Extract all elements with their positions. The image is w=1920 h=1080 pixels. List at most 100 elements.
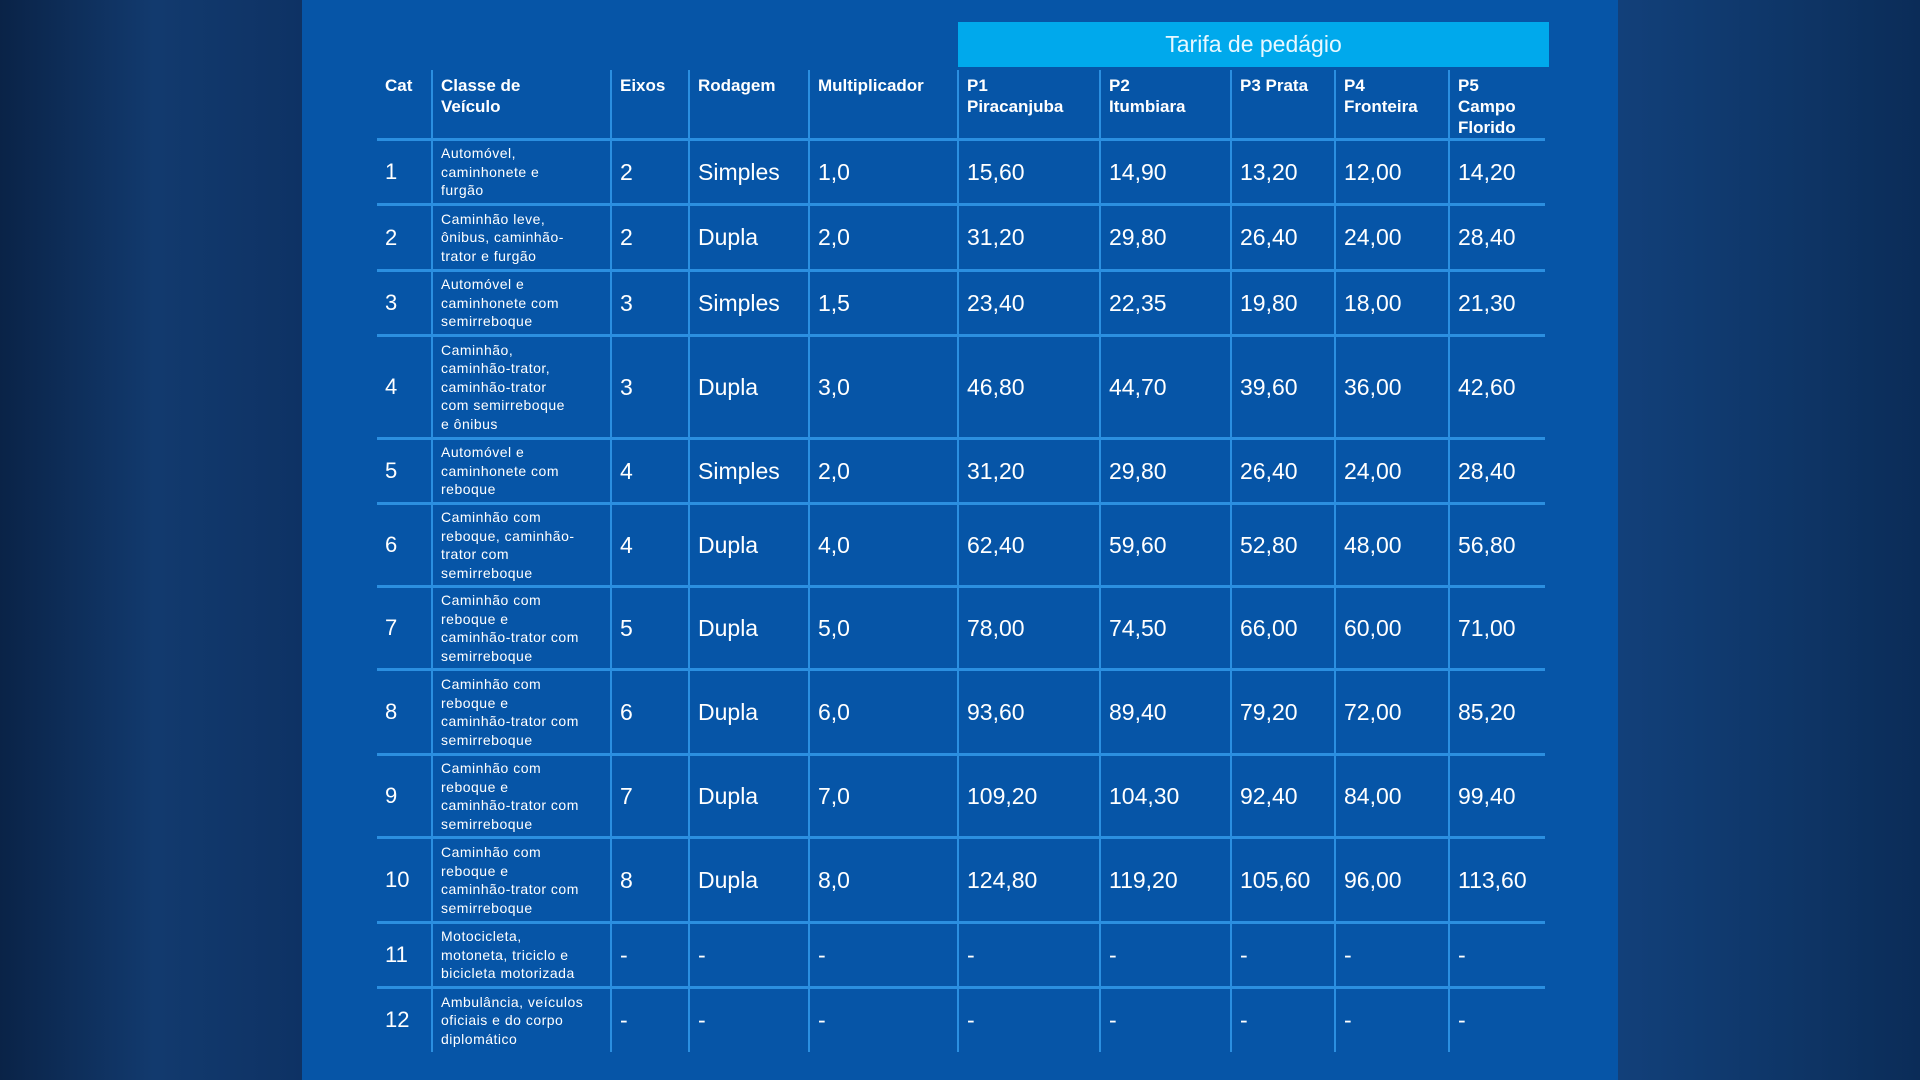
vehicle-class-text: reboque, caminhão- bbox=[441, 527, 575, 544]
vehicle-class-text: semirreboque bbox=[441, 815, 533, 832]
toll-p2-cell: - bbox=[1099, 986, 1231, 1052]
toll-p1-cell: 109,20 bbox=[957, 753, 1100, 838]
multiplier-cell: 6,0 bbox=[808, 668, 958, 755]
category-cell: 9 bbox=[377, 753, 432, 838]
vehicle-class-text: caminhão-trator com bbox=[441, 881, 579, 897]
table-row: 3 Automóvel e caminhonete com semirreboque 3… bbox=[377, 269, 1545, 336]
toll-p2-cell: 22,35 bbox=[1099, 269, 1231, 336]
column-header-text: Florido bbox=[1458, 118, 1516, 137]
toll-p1-cell: - bbox=[957, 921, 1100, 988]
column-header-text: Multiplicador bbox=[818, 76, 924, 95]
column-header: Eixos bbox=[610, 70, 689, 140]
multiplier-cell: 2,0 bbox=[808, 203, 958, 271]
axles-cell: 4 bbox=[610, 502, 689, 587]
vehicle-class-text: semirreboque bbox=[441, 647, 533, 664]
category-cell: 11 bbox=[377, 921, 432, 988]
column-header-text: Piracanjuba bbox=[967, 97, 1064, 116]
column-header-text: P4 bbox=[1344, 76, 1365, 95]
category-cell: 1 bbox=[377, 138, 432, 205]
axles-cell: 7 bbox=[610, 753, 689, 838]
wheel-type-cell: - bbox=[688, 986, 809, 1052]
column-header: P1 Piracanjuba bbox=[957, 70, 1100, 140]
vehicle-class-text: Motocicleta, bbox=[441, 928, 522, 945]
vehicle-class-text: Caminhão com bbox=[441, 760, 542, 776]
category-cell: 2 bbox=[377, 203, 432, 271]
toll-p2-cell: 104,30 bbox=[1099, 753, 1231, 838]
toll-p4-cell: 48,00 bbox=[1334, 502, 1449, 587]
table-row: 8 Caminhão com reboque e caminhão-trator co… bbox=[377, 668, 1545, 755]
multiplier-cell: 1,5 bbox=[808, 269, 958, 336]
vehicle-class-text: diplomático bbox=[441, 1030, 518, 1047]
multiplier-cell: 5,0 bbox=[808, 585, 958, 670]
column-header-text: P5 bbox=[1458, 76, 1479, 95]
column-header: P5 Campo Florido bbox=[1448, 70, 1545, 140]
wheel-type-cell: Simples bbox=[688, 269, 809, 336]
category-cell: 8 bbox=[377, 668, 432, 755]
vehicle-class-cell: Caminhão leve, ônibus, caminhão-trator e … bbox=[431, 203, 611, 271]
multiplier-cell: - bbox=[808, 986, 958, 1052]
toll-p4-cell: 60,00 bbox=[1334, 585, 1449, 670]
vehicle-class-text: e ônibus bbox=[441, 415, 498, 432]
toll-p3-cell: 13,20 bbox=[1230, 138, 1335, 205]
category-cell: 4 bbox=[377, 334, 432, 439]
vehicle-class-cell: Automóvel e caminhonete com reboque bbox=[431, 437, 611, 504]
vehicle-class-text: Ambulância, veículos bbox=[441, 993, 584, 1010]
toll-p4-cell: 72,00 bbox=[1334, 668, 1449, 755]
vehicle-class-text: semirreboque bbox=[441, 731, 533, 748]
table-row: 2 Caminhão leve, ônibus, caminhão-trator e… bbox=[377, 203, 1545, 271]
table-row: 10 Caminhão com reboque e caminhão-trator c… bbox=[377, 836, 1545, 923]
vehicle-class-cell: Ambulância, veículos oficiais e do corpo d… bbox=[431, 986, 611, 1052]
table-row: 12 Ambulância, veículos oficiais e do corp… bbox=[377, 986, 1545, 1052]
toll-p5-cell: 21,30 bbox=[1448, 269, 1545, 336]
toll-p4-cell: 24,00 bbox=[1334, 437, 1449, 504]
wheel-type-cell: Dupla bbox=[688, 334, 809, 439]
toll-p2-cell: 89,40 bbox=[1099, 668, 1231, 755]
column-header: Multiplicador bbox=[808, 70, 958, 140]
axles-cell: - bbox=[610, 921, 689, 988]
column-header: P2 Itumbiara bbox=[1099, 70, 1231, 140]
wheel-type-cell: Dupla bbox=[688, 502, 809, 587]
column-header-text: P3 Prata bbox=[1240, 76, 1309, 95]
wheel-type-cell: Simples bbox=[688, 437, 809, 504]
toll-p3-cell: 19,80 bbox=[1230, 269, 1335, 336]
toll-p3-cell: 92,40 bbox=[1230, 753, 1335, 838]
toll-p3-cell: - bbox=[1230, 921, 1335, 988]
toll-p5-cell: 113,60 bbox=[1448, 836, 1545, 923]
column-header-text: Fronteira bbox=[1344, 97, 1418, 116]
background-right bbox=[1618, 0, 1920, 1080]
vehicle-class-cell: Caminhão, caminhão-trator, caminhão-trator… bbox=[431, 334, 611, 439]
column-header-text: Classe de bbox=[441, 76, 521, 95]
toll-p3-cell: 52,80 bbox=[1230, 502, 1335, 587]
vehicle-class-cell: Automóvel, caminhonete e furgão bbox=[431, 138, 611, 205]
category-cell: 12 bbox=[377, 986, 432, 1052]
toll-p3-cell: 66,00 bbox=[1230, 585, 1335, 670]
multiplier-cell: 4,0 bbox=[808, 502, 958, 587]
toll-p2-cell: 119,20 bbox=[1099, 836, 1231, 923]
toll-p5-cell: 28,40 bbox=[1448, 437, 1545, 504]
toll-p1-cell: 62,40 bbox=[957, 502, 1100, 587]
multiplier-cell: 7,0 bbox=[808, 753, 958, 838]
column-header: Rodagem bbox=[688, 70, 809, 140]
vehicle-class-cell: Motocicleta, motoneta, triciclo e biciclet… bbox=[431, 921, 611, 988]
vehicle-class-text: reboque bbox=[441, 481, 496, 498]
toll-p4-cell: - bbox=[1334, 921, 1449, 988]
vehicle-class-text: caminhonete com bbox=[441, 462, 560, 479]
vehicle-class-cell: Caminhão com reboque, caminhão-trator com… bbox=[431, 502, 611, 587]
category-cell: 6 bbox=[377, 502, 432, 587]
column-header-text: Campo bbox=[1458, 97, 1516, 116]
vehicle-class-cell: Caminhão com reboque e caminhão-trator com… bbox=[431, 836, 611, 923]
table-row: 9 Caminhão com reboque e caminhão-trator co… bbox=[377, 753, 1545, 838]
toll-p1-cell: 78,00 bbox=[957, 585, 1100, 670]
vehicle-class-text: furgão bbox=[441, 182, 484, 199]
vehicle-class-text: semirreboque bbox=[441, 564, 533, 581]
vehicle-class-text: Caminhão, bbox=[441, 341, 514, 358]
vehicle-class-text: caminhão-trator com bbox=[441, 713, 579, 729]
toll-p1-cell: 31,20 bbox=[957, 203, 1100, 271]
vehicle-class-text: caminhão-trator com bbox=[441, 629, 579, 645]
vehicle-class-text: Automóvel, bbox=[441, 145, 517, 162]
table-row: 5 Automóvel e caminhonete com reboque 4 Simpl… bbox=[377, 437, 1545, 504]
vehicle-class-text: caminhão-trator bbox=[441, 378, 547, 395]
vehicle-class-text: motoneta, triciclo e bbox=[441, 946, 569, 963]
toll-p5-cell: 42,60 bbox=[1448, 334, 1545, 439]
table-row: 4 Caminhão, caminhão-trator, caminhão-trato… bbox=[377, 334, 1545, 439]
